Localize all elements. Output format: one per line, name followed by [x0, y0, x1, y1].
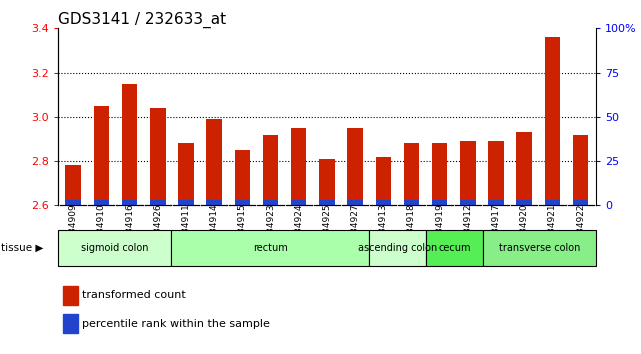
Bar — [65, 166, 81, 205]
Bar — [432, 143, 447, 205]
Bar — [545, 200, 560, 205]
Text: GSM234923: GSM234923 — [266, 203, 275, 258]
Bar — [432, 200, 447, 205]
Bar — [291, 200, 306, 205]
Bar — [206, 200, 222, 205]
Bar — [235, 200, 250, 205]
Bar — [178, 143, 194, 205]
Text: GSM234917: GSM234917 — [492, 203, 501, 258]
Text: transverse colon: transverse colon — [499, 243, 580, 253]
Bar — [404, 143, 419, 205]
Bar — [347, 200, 363, 205]
Bar — [206, 119, 222, 205]
Text: GSM234911: GSM234911 — [181, 203, 190, 258]
Text: tissue ▶: tissue ▶ — [1, 243, 44, 253]
Bar — [122, 84, 137, 205]
Text: GSM234916: GSM234916 — [125, 203, 134, 258]
Bar — [94, 106, 109, 205]
Bar — [235, 150, 250, 205]
Bar — [460, 141, 476, 205]
Bar — [545, 37, 560, 205]
Text: GSM234925: GSM234925 — [322, 203, 331, 258]
Text: ascending colon: ascending colon — [358, 243, 437, 253]
Text: GSM234912: GSM234912 — [463, 203, 472, 258]
Text: GSM234926: GSM234926 — [153, 203, 162, 258]
Text: GSM234919: GSM234919 — [435, 203, 444, 258]
Bar — [171, 230, 369, 266]
Bar — [460, 200, 476, 205]
Bar — [58, 230, 171, 266]
Bar — [426, 230, 483, 266]
Text: GSM234918: GSM234918 — [407, 203, 416, 258]
Text: transformed count: transformed count — [82, 290, 186, 300]
Text: GSM234927: GSM234927 — [351, 203, 360, 258]
Text: rectum: rectum — [253, 243, 288, 253]
Bar — [319, 159, 335, 205]
Bar — [517, 132, 532, 205]
Bar — [404, 200, 419, 205]
Bar — [488, 200, 504, 205]
Bar — [63, 286, 78, 305]
Bar — [150, 108, 165, 205]
Bar — [63, 314, 78, 333]
Text: GSM234915: GSM234915 — [238, 203, 247, 258]
Bar — [483, 230, 596, 266]
Bar — [573, 135, 588, 205]
Text: GDS3141 / 232633_at: GDS3141 / 232633_at — [58, 12, 226, 28]
Bar — [263, 135, 278, 205]
Text: GSM234924: GSM234924 — [294, 203, 303, 257]
Text: GSM234909: GSM234909 — [69, 203, 78, 258]
Text: GSM234910: GSM234910 — [97, 203, 106, 258]
Bar — [178, 200, 194, 205]
Text: sigmoid colon: sigmoid colon — [81, 243, 148, 253]
Bar — [573, 200, 588, 205]
Text: percentile rank within the sample: percentile rank within the sample — [82, 319, 270, 329]
Text: cecum: cecum — [438, 243, 470, 253]
Bar — [291, 128, 306, 205]
Bar — [94, 200, 109, 205]
Bar — [122, 200, 137, 205]
Bar — [319, 200, 335, 205]
Bar — [65, 200, 81, 205]
Text: GSM234914: GSM234914 — [210, 203, 219, 258]
Bar — [263, 200, 278, 205]
Text: GSM234920: GSM234920 — [520, 203, 529, 258]
Bar — [376, 200, 391, 205]
Bar — [376, 157, 391, 205]
Text: GSM234913: GSM234913 — [379, 203, 388, 258]
Text: GSM234921: GSM234921 — [548, 203, 557, 258]
Bar — [150, 200, 165, 205]
Bar — [347, 128, 363, 205]
Text: GSM234922: GSM234922 — [576, 203, 585, 257]
Bar — [369, 230, 426, 266]
Bar — [488, 141, 504, 205]
Bar — [517, 200, 532, 205]
